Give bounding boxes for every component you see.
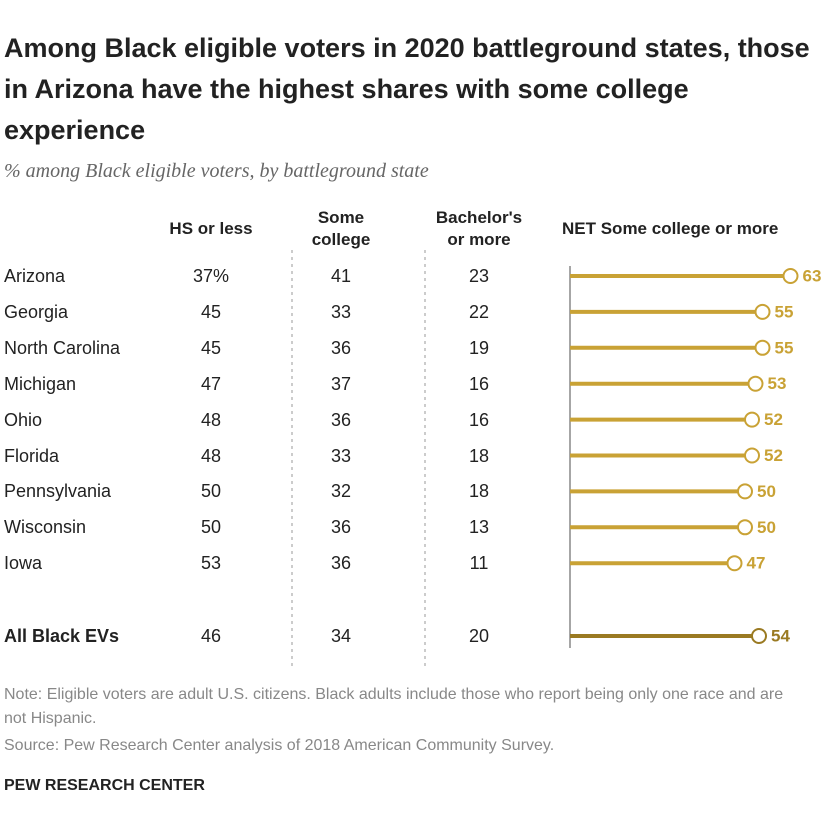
- table-cell: 53: [200, 553, 222, 574]
- row-label: Florida: [4, 445, 60, 466]
- column-header: HS or less: [169, 219, 253, 238]
- table-cell: 36: [330, 409, 352, 430]
- table-cell: 41: [330, 266, 352, 286]
- table-cell: 36: [330, 337, 352, 358]
- row-label: All Black EVs: [4, 626, 120, 646]
- table-cell: 20: [468, 626, 490, 646]
- data-label: 54: [771, 626, 790, 645]
- data-label: 55: [775, 338, 794, 357]
- chart-subtitle: % among Black eligible voters, by battle…: [4, 160, 429, 182]
- lollipop-dot: [737, 519, 753, 536]
- table-cell: 37: [330, 373, 352, 394]
- row-label: Georgia: [4, 301, 69, 322]
- source: Source: Pew Research Center analysis of …: [4, 737, 555, 754]
- lollipop-dot: [782, 268, 799, 284]
- row-label: Ohio: [4, 409, 43, 430]
- footer: PEW RESEARCH CENTER: [4, 777, 205, 794]
- table-cell: 50: [200, 481, 222, 502]
- row-label: North Carolina: [4, 337, 121, 358]
- data-label: 47: [747, 554, 766, 573]
- table-cell: 50: [200, 517, 222, 538]
- table-cell: 33: [330, 445, 352, 466]
- data-label: 53: [768, 374, 787, 393]
- table-cell: 37%: [192, 266, 230, 286]
- lollipop-dot: [747, 375, 764, 392]
- table-cell: 47: [200, 373, 222, 394]
- data-label: 52: [764, 410, 783, 429]
- data-label: 52: [764, 446, 783, 465]
- row-label: Arizona: [4, 266, 66, 286]
- table-cell: 46: [200, 626, 222, 646]
- lollipop-dot: [726, 555, 743, 572]
- table-cell: 18: [468, 445, 490, 466]
- table-cell: 48: [200, 445, 222, 466]
- row-label: Michigan: [4, 373, 77, 394]
- data-label: 55: [775, 302, 794, 321]
- data-label: 50: [757, 482, 776, 501]
- table-cell: 36: [330, 553, 352, 574]
- data-label: 50: [757, 518, 776, 537]
- lollipop-dot: [744, 411, 760, 428]
- column-header: Bachelor's or more: [435, 208, 523, 249]
- lollipop-dot: [754, 303, 771, 320]
- table-cell: 45: [200, 337, 222, 358]
- table-cell: 23: [468, 266, 490, 286]
- table-cell: 48: [200, 409, 222, 430]
- table-cell: 22: [468, 301, 490, 322]
- table-cell: 33: [330, 301, 352, 322]
- table-cell: 19: [468, 337, 490, 358]
- row-label: Wisconsin: [4, 517, 87, 538]
- table-cell: 16: [468, 409, 490, 430]
- lollipop-dot: [754, 339, 771, 356]
- lollipop-dot: [744, 447, 760, 464]
- table-cell: 18: [468, 481, 490, 502]
- lollipop-dot: [751, 628, 767, 644]
- table-cell: 11: [469, 553, 489, 574]
- table-cell: 45: [200, 301, 222, 322]
- row-label: Iowa: [4, 553, 43, 574]
- table-cell: 36: [330, 517, 352, 538]
- table-cell: 32: [330, 481, 352, 502]
- series-header: NET Some college or more: [562, 219, 779, 238]
- column-header: Some college: [311, 208, 371, 249]
- lollipop-dot: [737, 483, 753, 500]
- row-label: Pennsylvania: [4, 481, 112, 502]
- note: Note: Eligible voters are adult U.S. cit…: [4, 686, 784, 727]
- chart-title: Among Black eligible voters in 2020 batt…: [4, 33, 810, 145]
- table-cell: 34: [330, 626, 352, 646]
- table-cell: 13: [468, 517, 490, 538]
- data-label: 63: [803, 266, 822, 285]
- table-cell: 16: [468, 373, 490, 394]
